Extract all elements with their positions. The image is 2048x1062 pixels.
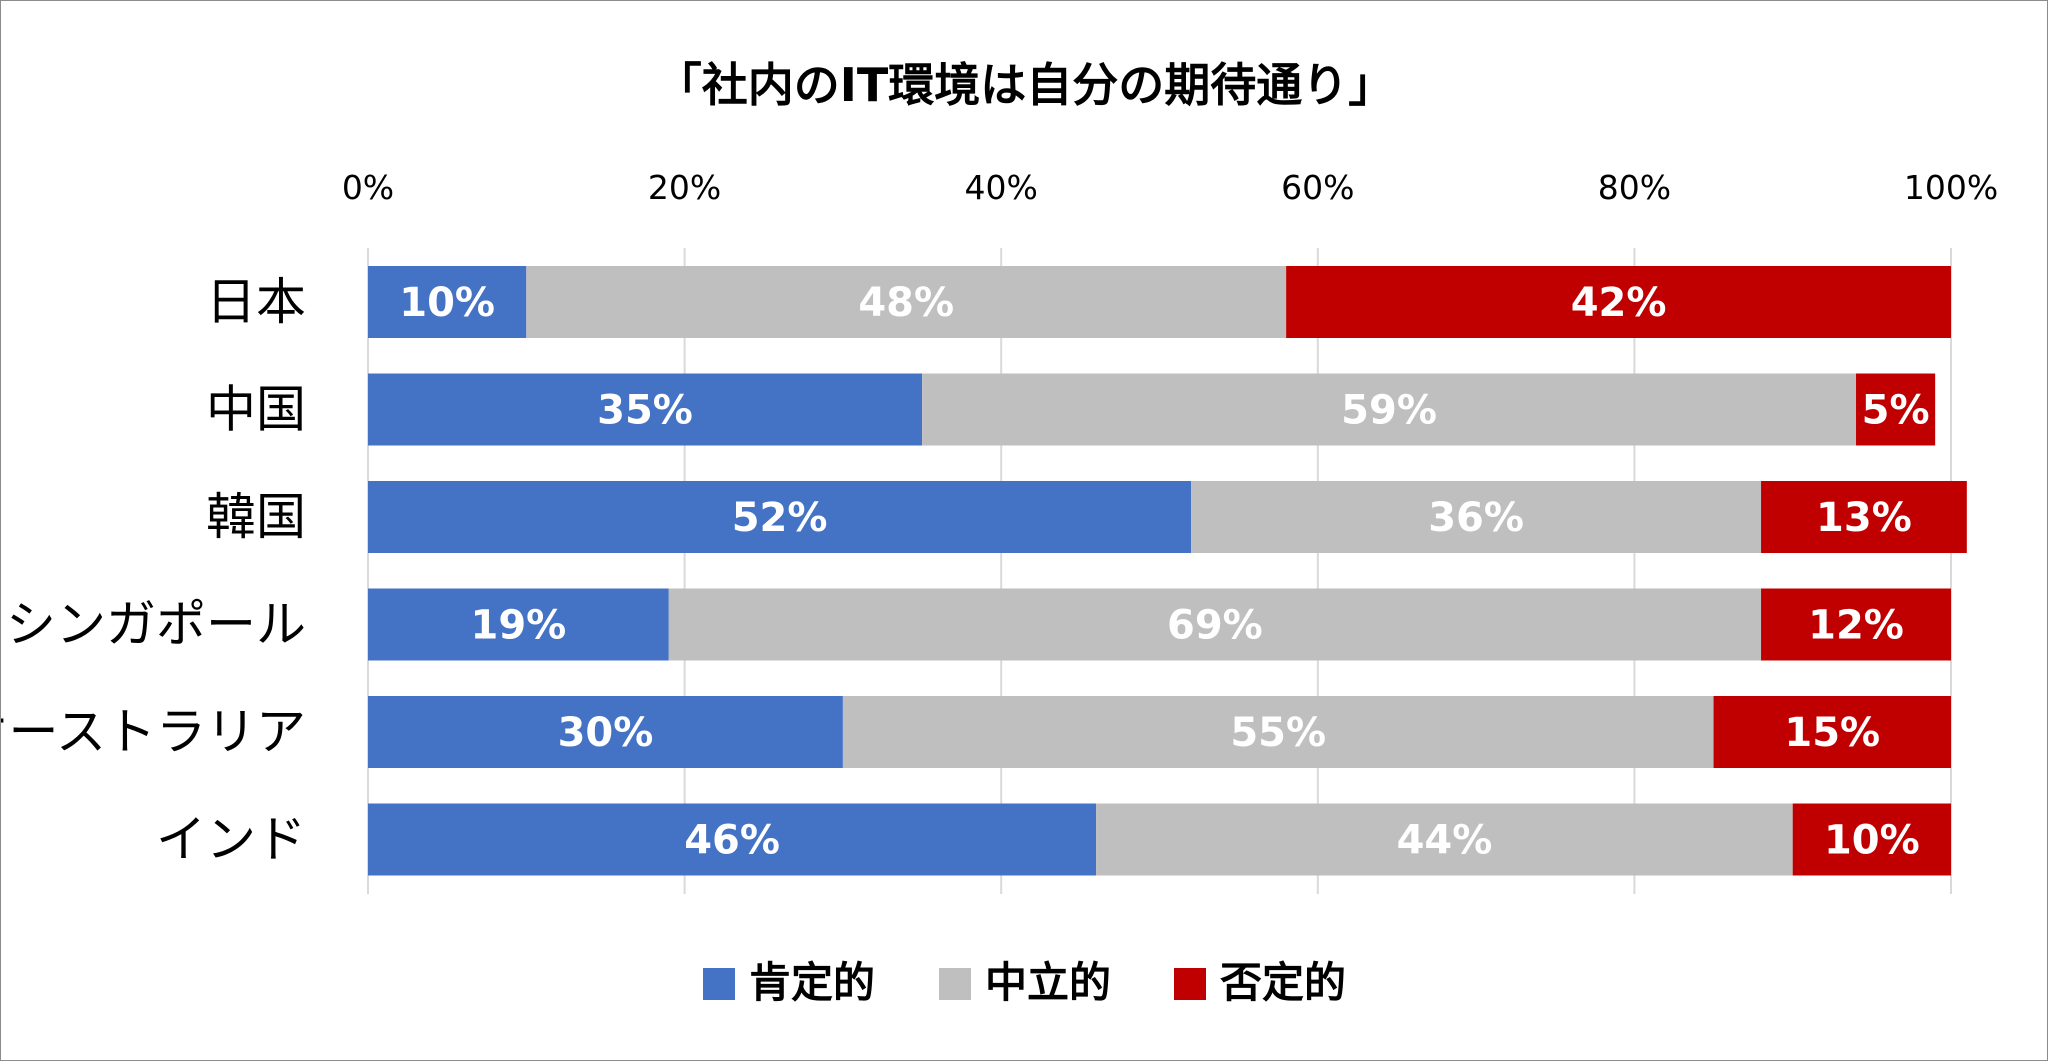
data-label: 44% (1397, 818, 1493, 864)
data-label: 15% (1784, 710, 1880, 756)
data-label: 10% (399, 280, 495, 326)
legend-label: 肯定的 (749, 958, 875, 1007)
bar-segment (1761, 481, 1967, 553)
legend-label: 中立的 (985, 958, 1111, 1007)
bar-segment (668, 588, 1762, 661)
category-labels: 日本中国韓国シンガポールオーストラリアインド (1, 273, 306, 869)
category-label: オーストラリア (1, 703, 306, 761)
data-label: 52% (732, 495, 828, 541)
bars (368, 266, 1967, 876)
bar-segment (922, 373, 1857, 446)
x-tick-label: 40% (965, 168, 1038, 207)
x-tick-label: 60% (1281, 168, 1354, 207)
bar-segment (1792, 803, 1951, 876)
data-label: 10% (1824, 818, 1920, 864)
bar-segment (368, 588, 669, 661)
legend: 肯定的 中立的 否定的 (703, 958, 1346, 1007)
data-label: 35% (597, 388, 693, 434)
category-label: 韓国 (206, 488, 306, 546)
data-label: 48% (858, 280, 954, 326)
data-label: 46% (684, 818, 780, 864)
bar-segment (526, 266, 1287, 338)
x-tick-label: 20% (648, 168, 721, 207)
chart-title: 「社内のIT環境は自分の期待通り」 (656, 58, 1395, 112)
bar-segment (1713, 696, 1951, 768)
bar-segment (1286, 266, 1951, 338)
x-tick-label: 0% (342, 168, 394, 207)
category-label: インド (156, 811, 306, 869)
bar-segment (1096, 803, 1793, 876)
bar-segment (368, 266, 527, 338)
bar-segment (1761, 588, 1951, 661)
gridlines (367, 248, 1952, 894)
category-label: 日本 (206, 273, 306, 331)
x-tick-label: 80% (1598, 168, 1671, 207)
data-label: 30% (558, 710, 654, 756)
bar-segment (368, 481, 1192, 553)
data-label: 59% (1341, 388, 1437, 434)
data-label: 55% (1230, 710, 1326, 756)
bar-segment (1856, 373, 1936, 446)
data-labels: 10% 48% 42% 35% 59% 5% 52% 36% 13% 19% 69% 12% 30% 55… (399, 280, 1929, 864)
legend-swatch (703, 968, 735, 1000)
bar-segment (368, 373, 923, 446)
x-axis-ticks: 0% 20% 40% 60% 80% 100% (342, 168, 1998, 207)
bar-segment (842, 696, 1714, 768)
legend-swatch (939, 968, 971, 1000)
legend-swatch (1174, 968, 1206, 1000)
data-label: 19% (471, 603, 567, 649)
category-label: 中国 (206, 381, 306, 439)
bar-segment (368, 803, 1097, 876)
data-label: 12% (1808, 603, 1904, 649)
data-label: 36% (1428, 495, 1524, 541)
category-label: シンガポール (6, 596, 306, 654)
data-label: 13% (1816, 495, 1912, 541)
data-label: 5% (1862, 388, 1930, 434)
data-label: 42% (1571, 280, 1667, 326)
bar-segment (368, 696, 843, 768)
legend-label: 否定的 (1220, 958, 1346, 1007)
x-tick-label: 100% (1904, 168, 1998, 207)
bar-segment (1191, 481, 1762, 553)
data-label: 69% (1167, 603, 1263, 649)
